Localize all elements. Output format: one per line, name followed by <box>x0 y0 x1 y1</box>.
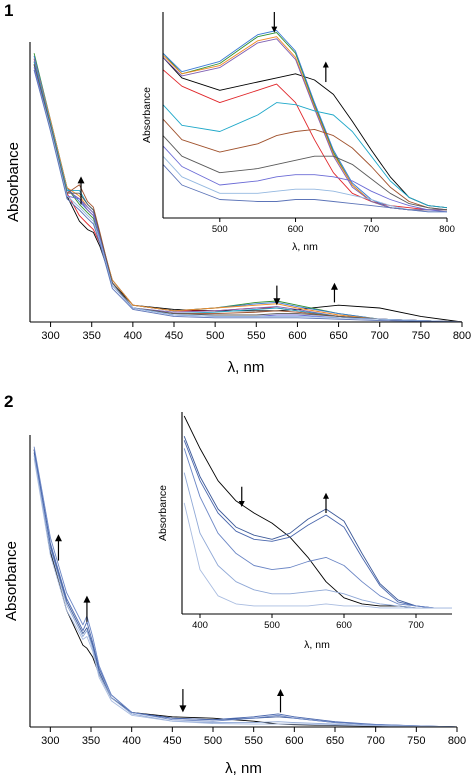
series-line <box>162 30 447 211</box>
series-line <box>33 58 463 323</box>
x-axis-title: λ, nm <box>292 241 318 253</box>
panel-2-inset-plot: 400 500 600 700 λ, nm Absorbance <box>157 412 452 651</box>
x-tick-label: 500 <box>206 330 224 342</box>
x-tick-label: 400 <box>124 330 142 342</box>
x-tick-label: 800 <box>453 330 471 342</box>
x-tick-label: 700 <box>371 330 389 342</box>
x-tick-label: 600 <box>288 224 304 235</box>
x-tick-label: 650 <box>326 735 344 747</box>
series-line <box>162 118 448 211</box>
x-tick-label: 300 <box>41 735 59 747</box>
x-tick-label: 500 <box>204 735 222 747</box>
series-line <box>33 69 463 323</box>
arrow-down-icon <box>238 486 245 507</box>
x-tick-label: 750 <box>412 330 430 342</box>
series-line <box>33 446 458 728</box>
series-line <box>162 36 447 211</box>
series-line <box>33 61 463 323</box>
series-line <box>162 38 447 211</box>
series-line <box>33 64 463 323</box>
arrow-down-icon <box>179 689 187 713</box>
x-tick-label: 500 <box>212 224 228 235</box>
series-line <box>162 155 447 213</box>
x-tick-label: 800 <box>439 224 455 235</box>
x-tick-label: 600 <box>285 735 303 747</box>
x-tick-label: 800 <box>448 735 466 747</box>
panel-2-main-plot: 2 300 350 400 450 500 550 600 650 700 750 800 λ, nm A… <box>3 392 466 777</box>
series-line <box>33 69 463 323</box>
series-line <box>183 440 452 609</box>
x-tick-label: 600 <box>288 330 306 342</box>
panel-label: 2 <box>4 392 13 411</box>
x-axis-title: λ, nm <box>304 639 330 651</box>
x-tick-label: 450 <box>165 330 183 342</box>
arrow-down-icon <box>271 12 278 33</box>
x-tick-label: 750 <box>407 735 425 747</box>
panel-1-inset-plot: 500 600 700 800 λ, nm Absorbance <box>141 12 455 253</box>
y-axis-title: Absorbance <box>5 142 22 222</box>
series-line <box>162 56 448 209</box>
series-line <box>183 502 452 609</box>
x-tick-label: 700 <box>366 735 384 747</box>
series-line <box>33 64 463 323</box>
x-tick-label: 650 <box>329 330 347 342</box>
series-line <box>183 436 452 609</box>
series-line <box>162 145 448 213</box>
series-line <box>33 449 458 728</box>
series-line <box>33 458 458 728</box>
series-line <box>33 61 463 323</box>
arrow-up-icon <box>330 282 338 303</box>
series-line <box>183 415 452 609</box>
series-line <box>33 58 463 323</box>
series-line <box>162 102 448 209</box>
x-tick-label: 450 <box>163 735 181 747</box>
x-axis-title: λ, nm <box>228 359 265 376</box>
x-tick-label: 350 <box>83 330 101 342</box>
arrow-up-icon <box>83 595 91 622</box>
arrow-up-icon <box>322 61 329 83</box>
y-axis-title: Absorbance <box>3 541 20 621</box>
series-line <box>162 164 447 213</box>
y-axis-title: Absorbance <box>157 485 169 541</box>
x-tick-label: 550 <box>247 330 265 342</box>
x-tick-label: 300 <box>41 330 59 342</box>
series-line <box>33 452 458 728</box>
arrow-up-icon <box>277 689 285 713</box>
y-axis-title: Absorbance <box>141 87 153 143</box>
panel-1-main-plot: 1 300 350 400 450 500 550 600 650 700 750 800 λ, nm A… <box>4 1 471 376</box>
x-axis-title: λ, nm <box>225 760 262 777</box>
x-tick-label: 550 <box>244 735 262 747</box>
x-tick-label: 700 <box>363 224 379 235</box>
series-line <box>33 55 463 323</box>
x-tick-label: 350 <box>82 735 100 747</box>
series-line <box>33 449 458 728</box>
series-line <box>183 448 452 609</box>
arrow-up-icon <box>54 534 62 561</box>
series-line <box>162 135 448 211</box>
arrow-down-icon <box>273 285 281 306</box>
arrow-up-icon <box>77 176 85 205</box>
x-tick-label: 400 <box>122 735 140 747</box>
series-line <box>33 67 463 323</box>
x-tick-label: 400 <box>192 620 208 631</box>
x-tick-label: 600 <box>336 620 352 631</box>
x-tick-label: 500 <box>264 620 280 631</box>
series-line <box>33 455 458 728</box>
panel-label: 1 <box>4 1 13 20</box>
arrow-up-icon <box>323 492 329 513</box>
x-tick-label: 700 <box>408 620 424 631</box>
series-line <box>183 472 452 609</box>
